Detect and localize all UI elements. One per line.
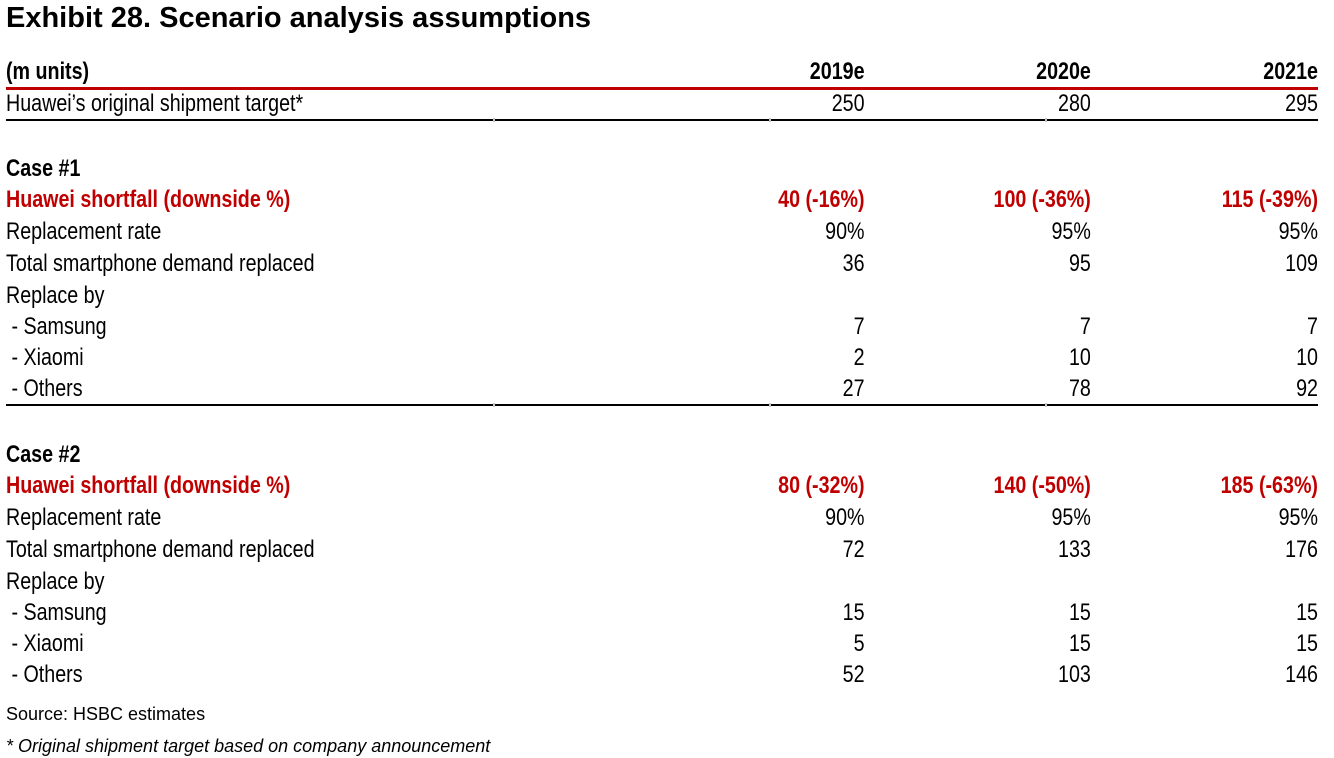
column-gap-mark [769,403,771,407]
header-2021e: 2021e [1263,58,1318,85]
table-row-replace-by: Replace by [6,566,1318,597]
value-2020e: 140 (-50%) [993,472,1091,499]
table-row-shortfall: Huawei shortfall (downside %) 80 (-32%) … [6,470,1318,501]
target-rule [6,119,1318,121]
value-2019e: 27 [842,375,865,402]
value-2021e: 95% [1278,504,1318,531]
case2-heading: Case #2 [6,439,1318,470]
table-row-replace-by: Replace by [6,280,1318,311]
value-2021e: 95% [1278,218,1318,245]
value-2021e: 176 [1285,536,1318,563]
value-2019e: 5 [853,630,865,657]
table-row-others: - Others 52 103 146 [6,659,1318,690]
value-2020e: 15 [1068,630,1091,657]
footnote: * Original shipment target based on comp… [6,736,491,756]
table-row-replacement-rate: Replacement rate 90% 95% 95% [6,216,1318,247]
value-2019e: 7 [853,313,865,340]
value-2020e: 280 [1058,90,1091,117]
header-2019e: 2019e [809,58,865,85]
value-2019e: 40 (-16%) [778,186,865,213]
value-2020e: 15 [1068,599,1091,626]
column-gap-mark [769,118,771,122]
value-2019e: 80 (-32%) [778,472,865,499]
value-2020e: 95% [1051,504,1091,531]
table-row-samsung: - Samsung 7 7 7 [6,311,1318,342]
source-note: Source: HSBC estimates [6,704,206,724]
table-row-samsung: - Samsung 15 15 15 [6,597,1318,628]
table-row-xiaomi: - Xiaomi 2 10 10 [6,342,1318,373]
value-2021e: 15 [1296,599,1318,626]
row-label: Total smartphone demand replaced [6,536,315,563]
case2-heading-label: Case #2 [6,441,81,468]
table-row-shortfall: Huawei shortfall (downside %) 40 (-16%) … [6,184,1318,215]
table-row-xiaomi: - Xiaomi 5 15 15 [6,628,1318,659]
row-label: Replace by [6,568,105,595]
column-gap-mark [493,403,495,407]
row-label: - Others [6,661,83,688]
header-rule-red [6,87,1318,90]
row-label: - Samsung [6,313,107,340]
value-2021e: 7 [1307,313,1318,340]
table-row-others: - Others 27 78 92 [6,373,1318,404]
value-2020e: 103 [1058,661,1091,688]
row-label: - Xiaomi [6,630,84,657]
case1-rule [6,404,1318,406]
value-2020e: 95 [1068,250,1091,277]
header-units: (m units) [6,58,90,85]
table-row-replacement-rate: Replacement rate 90% 95% 95% [6,502,1318,533]
value-2021e: 115 (-39%) [1221,186,1318,213]
value-2019e: 90% [825,504,865,531]
row-label: Replacement rate [6,504,162,531]
value-2019e: 250 [831,90,865,117]
row-label: Replace by [6,282,105,309]
value-2021e: 92 [1296,375,1318,402]
value-2020e: 133 [1058,536,1091,563]
row-label: - Xiaomi [6,344,84,371]
column-gap-mark [1045,403,1047,407]
row-label: - Others [6,375,83,402]
table-row-shipment-target: Huawei’s original shipment target* 250 2… [6,88,1318,119]
row-label: - Samsung [6,599,107,626]
value-2021e: 109 [1285,250,1318,277]
value-2020e: 10 [1068,344,1091,371]
case1-heading-label: Case #1 [6,155,81,182]
row-label: Huawei’s original shipment target* [6,90,304,117]
value-2021e: 295 [1285,90,1318,117]
table-row-demand-replaced: Total smartphone demand replaced 36 95 1… [6,248,1318,279]
value-2019e: 36 [842,250,865,277]
row-label: Replacement rate [6,218,162,245]
value-2019e: 90% [825,218,865,245]
value-2021e: 15 [1296,630,1318,657]
value-2021e: 146 [1285,661,1318,688]
value-2019e: 72 [842,536,865,563]
value-2021e: 185 (-63%) [1220,472,1318,499]
row-label: Huawei shortfall (downside %) [6,186,291,213]
value-2021e: 10 [1296,344,1318,371]
exhibit-title: Exhibit 28. Scenario analysis assumption… [6,2,592,34]
value-2019e: 2 [853,344,865,371]
table-row-demand-replaced: Total smartphone demand replaced 72 133 … [6,534,1318,565]
column-gap-mark [493,118,495,122]
row-label: Huawei shortfall (downside %) [6,472,291,499]
table-header-row: (m units) 2019e 2020e 2021e [6,56,1318,87]
value-2019e: 15 [842,599,865,626]
value-2019e: 52 [842,661,865,688]
value-2020e: 100 (-36%) [993,186,1091,213]
value-2020e: 78 [1068,375,1091,402]
row-label: Total smartphone demand replaced [6,250,315,277]
case1-heading: Case #1 [6,153,1318,184]
value-2020e: 95% [1051,218,1091,245]
column-gap-mark [1045,118,1047,122]
header-2020e: 2020e [1036,58,1091,85]
value-2020e: 7 [1079,313,1091,340]
